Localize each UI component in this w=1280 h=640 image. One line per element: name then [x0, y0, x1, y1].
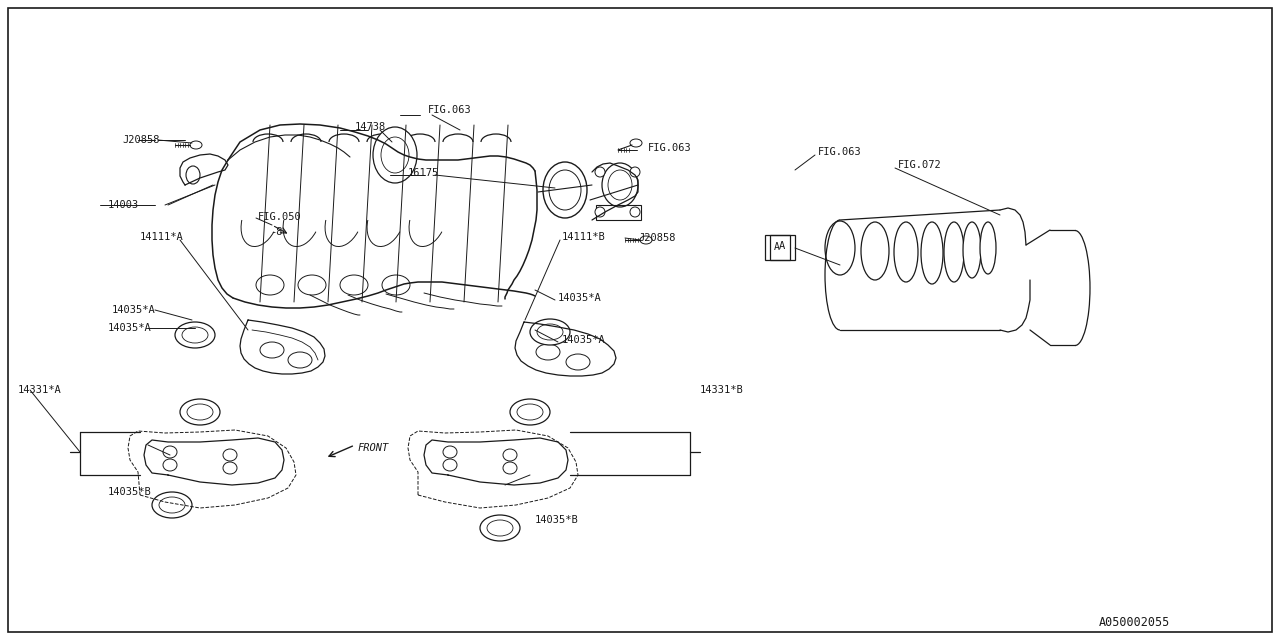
- Text: FIG.063: FIG.063: [818, 147, 861, 157]
- Ellipse shape: [152, 492, 192, 518]
- Text: 14035*A: 14035*A: [558, 293, 602, 303]
- Ellipse shape: [175, 322, 215, 348]
- Text: 14035*A: 14035*A: [562, 335, 605, 345]
- Ellipse shape: [182, 327, 209, 343]
- Text: 14035*A: 14035*A: [113, 305, 156, 315]
- Ellipse shape: [260, 342, 284, 358]
- Ellipse shape: [443, 446, 457, 458]
- Ellipse shape: [256, 275, 284, 295]
- Ellipse shape: [530, 319, 570, 345]
- Ellipse shape: [381, 275, 410, 295]
- Ellipse shape: [163, 446, 177, 458]
- Ellipse shape: [503, 462, 517, 474]
- Ellipse shape: [922, 222, 943, 284]
- Text: 14111*B: 14111*B: [562, 232, 605, 242]
- Ellipse shape: [517, 404, 543, 420]
- Bar: [771, 235, 795, 260]
- Ellipse shape: [963, 222, 980, 278]
- Text: 16175: 16175: [408, 168, 439, 178]
- Ellipse shape: [602, 163, 637, 207]
- Ellipse shape: [187, 404, 212, 420]
- Ellipse shape: [480, 515, 520, 541]
- Text: -8: -8: [270, 227, 283, 237]
- Ellipse shape: [189, 141, 202, 149]
- Ellipse shape: [186, 166, 200, 184]
- Text: 14035*B: 14035*B: [108, 487, 152, 497]
- Ellipse shape: [630, 207, 640, 217]
- Ellipse shape: [861, 222, 890, 280]
- Ellipse shape: [288, 352, 312, 368]
- Ellipse shape: [509, 399, 550, 425]
- Bar: [596, 205, 641, 220]
- Ellipse shape: [381, 137, 410, 173]
- Ellipse shape: [486, 520, 513, 536]
- Ellipse shape: [595, 167, 605, 177]
- Ellipse shape: [538, 324, 563, 340]
- Text: FRONT: FRONT: [358, 443, 389, 453]
- Ellipse shape: [223, 462, 237, 474]
- Text: 14003: 14003: [108, 200, 140, 210]
- Bar: [765, 235, 790, 260]
- Ellipse shape: [980, 222, 996, 274]
- Text: A050002055: A050002055: [1098, 616, 1170, 628]
- Text: 14738: 14738: [355, 122, 387, 132]
- Text: J20858: J20858: [637, 233, 676, 243]
- Ellipse shape: [549, 170, 581, 210]
- Text: FIG.050: FIG.050: [259, 212, 302, 222]
- Ellipse shape: [180, 399, 220, 425]
- Text: A: A: [778, 241, 785, 251]
- Ellipse shape: [595, 207, 605, 217]
- Ellipse shape: [340, 275, 369, 295]
- Text: 14331*B: 14331*B: [700, 385, 744, 395]
- Text: 14035*B: 14035*B: [535, 515, 579, 525]
- Ellipse shape: [826, 221, 855, 275]
- Text: A: A: [774, 242, 780, 252]
- Text: 14111*A: 14111*A: [140, 232, 184, 242]
- Text: FIG.063: FIG.063: [648, 143, 691, 153]
- Ellipse shape: [630, 139, 643, 147]
- Ellipse shape: [945, 222, 964, 282]
- Text: FIG.072: FIG.072: [899, 160, 942, 170]
- Ellipse shape: [566, 354, 590, 370]
- Ellipse shape: [640, 236, 652, 244]
- Ellipse shape: [503, 449, 517, 461]
- Ellipse shape: [608, 170, 632, 200]
- Ellipse shape: [443, 459, 457, 471]
- Ellipse shape: [159, 497, 186, 513]
- Ellipse shape: [543, 162, 588, 218]
- Text: FIG.063: FIG.063: [428, 105, 472, 115]
- Ellipse shape: [163, 459, 177, 471]
- Text: J20858: J20858: [122, 135, 160, 145]
- Ellipse shape: [298, 275, 326, 295]
- Ellipse shape: [372, 127, 417, 183]
- Ellipse shape: [893, 222, 918, 282]
- Text: 14331*A: 14331*A: [18, 385, 61, 395]
- Ellipse shape: [223, 449, 237, 461]
- Ellipse shape: [630, 167, 640, 177]
- Ellipse shape: [536, 344, 561, 360]
- Text: 14035*A: 14035*A: [108, 323, 152, 333]
